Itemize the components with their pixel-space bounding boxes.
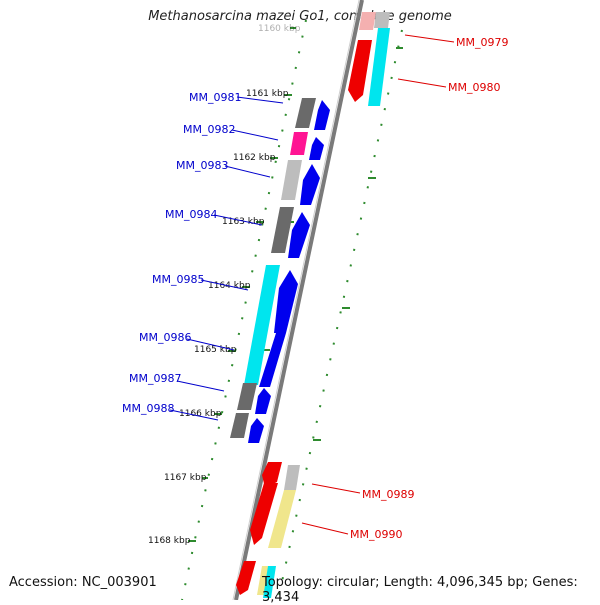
gene-label-mm0982: MM_0982 [183,123,235,136]
gene-feature-bottom-red [236,561,256,595]
gene-label-mm0984: MM_0984 [165,208,217,221]
gene-feature-mm0981-blue [314,100,330,130]
kbp-ticks [188,27,296,542]
kbp-label-1168: 1168 kbp [148,536,191,546]
gene-feature-mm0980-cyan [368,28,390,106]
gene-label-mm0989: MM_0989 [362,488,414,501]
kbp-label-1165: 1165 kbp [194,345,237,355]
gene-feature-mm0985-blue [274,270,298,333]
gene-feature-mm0979-faded [359,12,376,30]
genome-backbone [234,0,364,600]
gene-label-mm0986: MM_0986 [139,331,191,344]
gene-feature-mm0988-gray [230,413,249,438]
gene-feature-mm0987-gray [237,383,257,410]
gene-feature-top-gray [374,12,390,28]
topology-text: Topology: circular; Length: 4,096,345 bp… [262,575,578,605]
kbp-label-1161: 1161 kbp [246,89,289,99]
gene-label-mm0985: MM_0985 [152,273,204,286]
gene-feature-mm0979 [348,40,372,102]
gene-label-mm0987: MM_0987 [129,372,181,385]
gene-label-mm0990: MM_0990 [350,528,402,541]
gene-feature-mm0982-blue [309,137,324,160]
gene-feature-mm0989-red [262,462,282,488]
gene-feature-mm0983-blue [300,164,320,205]
gene-feature-mm0990-khaki [268,490,296,548]
gc-dots-right [277,29,403,600]
gene-feature-mm0983-gray [281,160,302,200]
gene-label-mm0988: MM_0988 [122,402,174,415]
gene-feature-mm0990-red [250,483,278,545]
kbp-label-1163: 1163 kbp [222,217,265,227]
left-gene-labels: MM_0981 MM_0982 MM_0983 MM_0984 MM_0985 … [122,91,284,421]
gene-feature-mm0984-blue [288,212,310,258]
gene-feature-mm0984-gray [271,207,294,253]
gene-feature-mm0986-blue [259,333,286,387]
gene-feature-mm0982-pink [290,132,308,155]
kbp-label-1166: 1166 kbp [179,409,222,419]
right-gene-labels: MM_0979 MM_0980 MM_0989 MM_0990 [301,34,508,541]
gene-label-mm0983: MM_0983 [176,159,228,172]
gene-label-mm0979: MM_0979 [456,36,508,49]
gene-label-mm0981: MM_0981 [189,91,241,104]
gene-feature-mm0988-blue [248,418,264,443]
gene-feature-mm0989-gray [284,465,300,490]
accession-text: Accession: NC_003901 [9,575,157,590]
gene-label-mm0980: MM_0980 [448,81,500,94]
gene-feature-bottom-cyan [263,566,276,598]
gene-feature-mm0981-gray [295,98,316,128]
gene-feature-mm0985-cyan [244,265,280,385]
kbp-label-1167: 1167 kbp [164,473,207,483]
kbp-label-1160: 1160 kbp [258,24,301,34]
gene-feature-mm0987-blue [255,388,271,414]
backbone-highlight [232,0,360,600]
kbp-label-1162: 1162 kbp [233,153,276,163]
